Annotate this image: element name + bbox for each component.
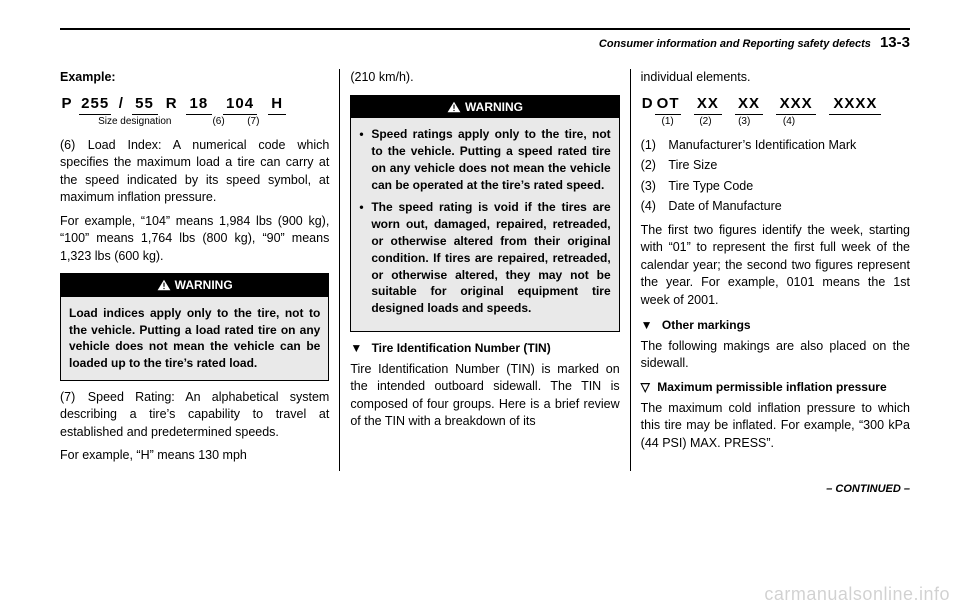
warning-triangle-icon — [447, 101, 461, 113]
column-2: (210 km/h). WARNING Speed ratings apply … — [340, 69, 630, 471]
text-columns: Example: P 255 / 55 R 18 104 H Size desi… — [60, 69, 910, 471]
paragraph: (6) Load Index: A numerical code which s… — [60, 137, 329, 207]
paragraph: (7) Speed Rating: An alphabetical system… — [60, 389, 329, 442]
warning-box: WARNING Speed ratings apply only to the … — [350, 95, 619, 333]
diagram-n4: (4) — [769, 115, 809, 129]
continued-footer: – CONTINUED – — [60, 483, 910, 495]
triangle-outline-icon: ▽ — [641, 380, 650, 394]
section-title: Consumer information and Reporting safet… — [599, 38, 871, 50]
warning-title-bar: WARNING — [351, 96, 618, 119]
diagram-r: R — [163, 93, 181, 114]
warning-item: Speed ratings apply only to the tire, no… — [359, 126, 610, 193]
list-item: (3) Tire Type Code — [641, 178, 910, 196]
manual-page: Consumer information and Reporting safet… — [0, 0, 960, 515]
warning-body: Load indices apply only to the tire, not… — [61, 297, 328, 380]
arrow-down-icon: ▼ — [350, 341, 362, 355]
paragraph: (210 km/h). — [350, 69, 619, 87]
diagram-row-values: P 255 / 55 R 18 104 H — [60, 93, 329, 115]
size-designation-diagram: P 255 / 55 R 18 104 H Size designation (… — [60, 93, 329, 129]
diagram-n3: (3) — [730, 115, 758, 129]
paragraph: individual elements. — [641, 69, 910, 87]
sub-subheading: ▽ Maximum permissible inflation pressure — [641, 379, 910, 396]
diagram-v4: 104 — [223, 93, 257, 115]
list-item: (4) Date of Manufacture — [641, 198, 910, 216]
page-number: 13-3 — [880, 34, 910, 51]
diagram-row-values: DOT XX XX XXX XXXX — [641, 93, 910, 115]
diagram-v1: 255 — [79, 93, 111, 115]
header-rule — [60, 28, 910, 30]
diagram-v3: 18 — [186, 93, 212, 115]
dot-diagram: DOT XX XX XXX XXXX (1) (2) (3) (4) — [641, 93, 910, 129]
paragraph: For example, “H” means 130 mph — [60, 447, 329, 465]
paragraph: The maximum cold inflation pressure to w… — [641, 400, 910, 453]
warning-title-bar: WARNING — [61, 274, 328, 297]
diagram-row-labels: (1) (2) (3) (4) — [641, 115, 910, 129]
paragraph: Tire Identification Number (TIN) is mark… — [350, 361, 619, 431]
diagram-g2: XX — [735, 93, 763, 115]
diagram-n1: (1) — [655, 115, 681, 129]
sub-subheading-text: Maximum permissible inflation pressure — [657, 380, 886, 394]
paragraph: The following makings are also placed on… — [641, 338, 910, 373]
diagram-g3: XXX — [776, 93, 816, 115]
column-1: Example: P 255 / 55 R 18 104 H Size desi… — [60, 69, 340, 471]
diagram-p: P — [60, 93, 74, 114]
warning-label: WARNING — [465, 99, 523, 116]
warning-triangle-icon — [157, 279, 171, 291]
running-header: Consumer information and Reporting safet… — [60, 34, 910, 51]
warning-body: Speed ratings apply only to the tire, no… — [351, 118, 618, 331]
subheading-text: Tire Identification Number (TIN) — [372, 341, 551, 355]
diagram-slash: / — [116, 93, 126, 114]
paragraph: For example, “104” means 1,984 lbs (900 … — [60, 213, 329, 266]
column-3: individual elements. DOT XX XX XXX XXXX … — [631, 69, 910, 471]
diagram-g4: XXXX — [829, 93, 881, 115]
diagram-d: D — [641, 93, 655, 114]
diagram-g1: XX — [694, 93, 722, 115]
warning-item: The speed rating is void if the tires ar… — [359, 199, 610, 317]
paragraph: The first two figures identify the week,… — [641, 222, 910, 310]
subheading-text: Other markings — [662, 318, 751, 332]
subheading: ▼ Tire Identification Number (TIN) — [350, 340, 619, 357]
diagram-size-label: Size designation — [77, 115, 193, 129]
subheading: ▼ Other markings — [641, 317, 910, 334]
list-item: (2) Tire Size — [641, 157, 910, 175]
warning-box: WARNING Load indices apply only to the t… — [60, 273, 329, 381]
diagram-v2: 55 — [132, 93, 158, 115]
example-label: Example: — [60, 69, 329, 87]
watermark: carmanualsonline.info — [764, 584, 950, 605]
diagram-ot: OT — [655, 93, 681, 115]
diagram-n6: (6) — [202, 115, 236, 129]
diagram-row-labels: Size designation (6) (7) — [60, 115, 329, 129]
warning-label: WARNING — [175, 277, 233, 294]
list-item: (1) Manufacturer’s Identification Mark — [641, 137, 910, 155]
diagram-n7: (7) — [244, 115, 262, 129]
arrow-down-icon: ▼ — [641, 318, 653, 332]
diagram-h: H — [268, 93, 286, 115]
diagram-n2: (2) — [691, 115, 719, 129]
